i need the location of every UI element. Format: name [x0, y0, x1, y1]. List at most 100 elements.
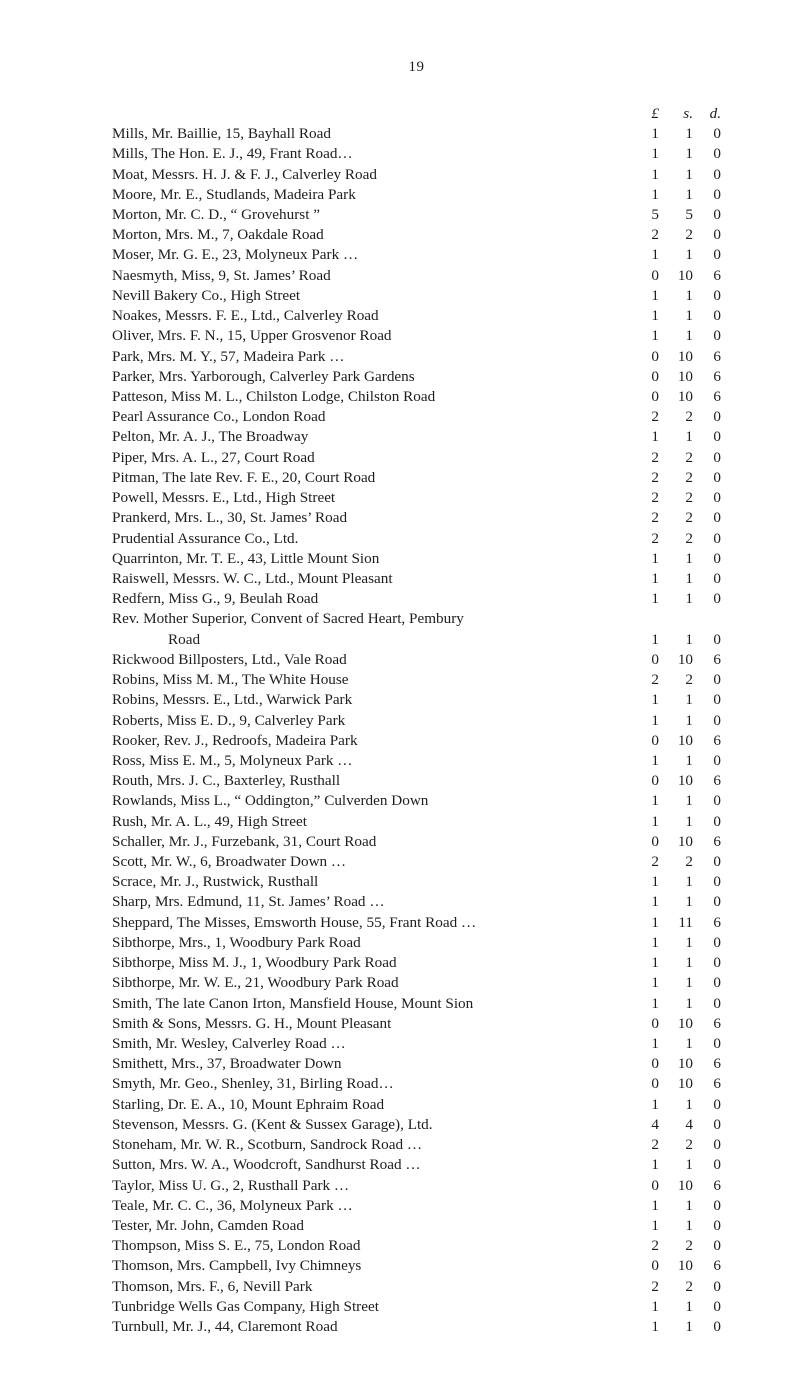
- entry-text: Sibthorpe, Mr. W. E., 21, Woodbury Park …: [112, 973, 625, 993]
- entry-pounds: 1: [625, 245, 659, 265]
- entry-pence: 6: [693, 266, 721, 286]
- entry-row: Morton, Mrs. M., 7, Oakdale Road220: [112, 225, 721, 245]
- entry-pounds: 1: [625, 690, 659, 710]
- entry-pounds: 0: [625, 1176, 659, 1196]
- entry-pounds: 1: [625, 165, 659, 185]
- entry-shillings: 1: [659, 1297, 693, 1317]
- entry-row: Moat, Messrs. H. J. & F. J., Calverley R…: [112, 165, 721, 185]
- entry-shillings: 1: [659, 569, 693, 589]
- entry-text: Taylor, Miss U. G., 2, Rusthall Park …: [112, 1176, 625, 1196]
- entry-text: Scott, Mr. W., 6, Broadwater Down …: [112, 852, 625, 872]
- entry-pounds: 1: [625, 1034, 659, 1054]
- entry-text: Routh, Mrs. J. C., Baxterley, Rusthall: [112, 771, 625, 791]
- entry-pounds: 0: [625, 1074, 659, 1094]
- entry-text: Robins, Messrs. E., Ltd., Warwick Park: [112, 690, 625, 710]
- entry-shillings: 1: [659, 124, 693, 144]
- entry-pence: 0: [693, 1196, 721, 1216]
- entry-row: Redfern, Miss G., 9, Beulah Road110: [112, 589, 721, 609]
- entry-row: Quarrinton, Mr. T. E., 43, Little Mount …: [112, 549, 721, 569]
- entry-pounds: 1: [625, 791, 659, 811]
- entry-text: Tester, Mr. John, Camden Road: [112, 1216, 625, 1236]
- entry-pence: 6: [693, 387, 721, 407]
- entry-pounds: 1: [625, 994, 659, 1014]
- entry-pounds: 1: [625, 872, 659, 892]
- entry-pence: 0: [693, 407, 721, 427]
- entry-pence: 0: [693, 630, 721, 650]
- entry-pence: 0: [693, 448, 721, 468]
- entry-pence: 0: [693, 427, 721, 447]
- entry-shillings: 10: [659, 1054, 693, 1074]
- entry-text: Stevenson, Messrs. G. (Kent & Sussex Gar…: [112, 1115, 625, 1135]
- entry-shillings: 1: [659, 994, 693, 1014]
- entry-row: Smith, Mr. Wesley, Calverley Road …110: [112, 1034, 721, 1054]
- entry-pence: 0: [693, 468, 721, 488]
- entry-shillings: 1: [659, 1317, 693, 1337]
- entry-pence: 6: [693, 347, 721, 367]
- entry-pence: 0: [693, 245, 721, 265]
- entry-pence: 0: [693, 711, 721, 731]
- entry-text: Rooker, Rev. J., Redroofs, Madeira Park: [112, 731, 625, 751]
- entry-row: Prankerd, Mrs. L., 30, St. James’ Road22…: [112, 508, 721, 528]
- entry-shillings: 1: [659, 144, 693, 164]
- entry-text: Morton, Mrs. M., 7, Oakdale Road: [112, 225, 625, 245]
- entry-shillings: 1: [659, 245, 693, 265]
- entry-row: Thomson, Mrs. F., 6, Nevill Park220: [112, 1277, 721, 1297]
- entry-text: Rickwood Billposters, Ltd., Vale Road: [112, 650, 625, 670]
- entry-row: Moser, Mr. G. E., 23, Molyneux Park …110: [112, 245, 721, 265]
- entry-pounds: 1: [625, 812, 659, 832]
- entry-pence: 0: [693, 144, 721, 164]
- entry-text: Prudential Assurance Co., Ltd.: [112, 529, 625, 549]
- entry-pounds: 4: [625, 1115, 659, 1135]
- entry-shillings: 1: [659, 326, 693, 346]
- entry-shillings: 1: [659, 1095, 693, 1115]
- entry-row: Starling, Dr. E. A., 10, Mount Ephraim R…: [112, 1095, 721, 1115]
- entry-pounds: 1: [625, 286, 659, 306]
- entry-shillings: 1: [659, 872, 693, 892]
- entry-row: Sibthorpe, Miss M. J., 1, Woodbury Park …: [112, 953, 721, 973]
- entry-pounds: 1: [625, 630, 659, 650]
- entry-pence: 0: [693, 1034, 721, 1054]
- entry-pence: 0: [693, 185, 721, 205]
- entry-row: Sibthorpe, Mrs., 1, Woodbury Park Road11…: [112, 933, 721, 953]
- entry-shillings: 1: [659, 549, 693, 569]
- entry-pounds: 0: [625, 832, 659, 852]
- entry-pence: 6: [693, 1176, 721, 1196]
- entry-pounds: 1: [625, 1196, 659, 1216]
- entry-row: Rooker, Rev. J., Redroofs, Madeira Park0…: [112, 731, 721, 751]
- entry-text: Smithett, Mrs., 37, Broadwater Down: [112, 1054, 625, 1074]
- entry-text: Robins, Miss M. M., The White House: [112, 670, 625, 690]
- entry-row: Parker, Mrs. Yarborough, Calverley Park …: [112, 367, 721, 387]
- entry-pounds: 1: [625, 569, 659, 589]
- entry-text: Prankerd, Mrs. L., 30, St. James’ Road: [112, 508, 625, 528]
- entry-text: Rev. Mother Superior, Convent of Sacred …: [112, 609, 625, 629]
- entry-text: Mills, Mr. Baillie, 15, Bayhall Road: [112, 124, 625, 144]
- entry-text: Patteson, Miss M. L., Chilston Lodge, Ch…: [112, 387, 625, 407]
- entry-row: Scrace, Mr. J., Rustwick, Rusthall110: [112, 872, 721, 892]
- entry-pence: 0: [693, 569, 721, 589]
- entry-shillings: 1: [659, 751, 693, 771]
- entry-row: Oliver, Mrs. F. N., 15, Upper Grosvenor …: [112, 326, 721, 346]
- entry-pence: 0: [693, 508, 721, 528]
- entry-shillings: 2: [659, 1135, 693, 1155]
- entry-pounds: 1: [625, 751, 659, 771]
- entry-pence: 6: [693, 1074, 721, 1094]
- entry-row: Pitman, The late Rev. F. E., 20, Court R…: [112, 468, 721, 488]
- entry-pence: 0: [693, 1317, 721, 1337]
- entry-text: Turnbull, Mr. J., 44, Claremont Road: [112, 1317, 625, 1337]
- entry-pence: 0: [693, 933, 721, 953]
- entry-row: Teale, Mr. C. C., 36, Molyneux Park …110: [112, 1196, 721, 1216]
- entry-shillings: 1: [659, 1155, 693, 1175]
- entry-shillings: 1: [659, 427, 693, 447]
- entry-pounds: 1: [625, 185, 659, 205]
- entry-pounds: 0: [625, 771, 659, 791]
- entry-row: Smith, The late Canon Irton, Mansfield H…: [112, 994, 721, 1014]
- entry-pence: 6: [693, 1014, 721, 1034]
- entry-pence: 0: [693, 286, 721, 306]
- entry-pounds: 2: [625, 225, 659, 245]
- entry-row: Noakes, Messrs. F. E., Ltd., Calverley R…: [112, 306, 721, 326]
- entry-shillings: 10: [659, 1014, 693, 1034]
- entry-pounds: 2: [625, 1277, 659, 1297]
- entry-pounds: 2: [625, 508, 659, 528]
- entry-text: Road: [112, 630, 625, 650]
- entry-row: Powell, Messrs. E., Ltd., High Street220: [112, 488, 721, 508]
